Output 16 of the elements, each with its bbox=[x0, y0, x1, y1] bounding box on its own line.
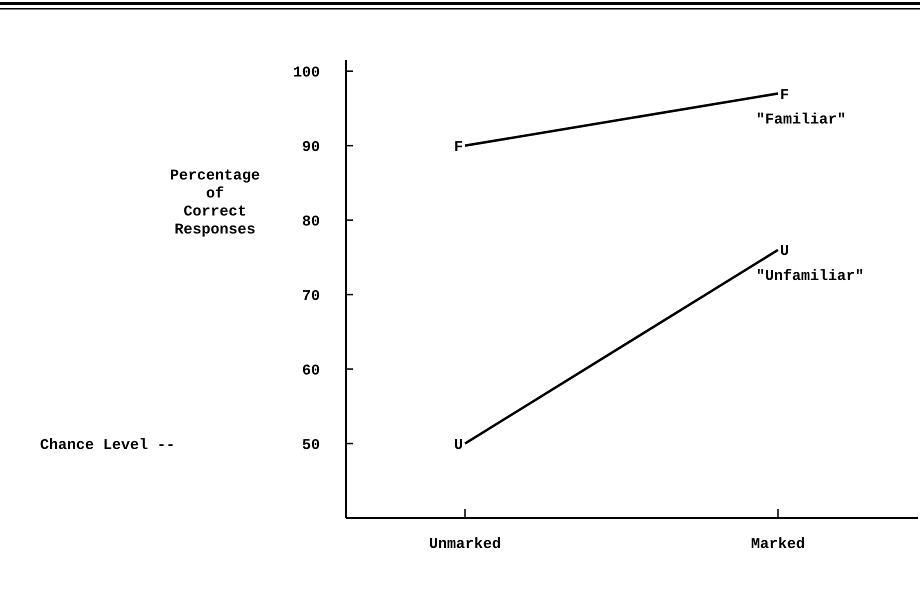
series-label: "Unfamiliar" bbox=[756, 268, 864, 285]
y-axis-title: Percentage of Correct Responses bbox=[170, 168, 260, 239]
annotation: F bbox=[454, 138, 463, 156]
y-tick-label: 80 bbox=[302, 213, 320, 230]
x-tick-label: Unmarked bbox=[428, 536, 502, 553]
y-tick-label: 70 bbox=[302, 288, 320, 305]
y-tick-label: 100 bbox=[292, 64, 320, 82]
annotation: F bbox=[780, 86, 790, 104]
x-tick-label: Marked bbox=[750, 536, 806, 553]
text: Chance Level -- bbox=[40, 436, 176, 454]
y-tick-label: 60 bbox=[302, 362, 320, 380]
annotation: U bbox=[780, 243, 790, 260]
y-tick-label: 50 bbox=[302, 436, 320, 454]
y-tick-label: 90 bbox=[302, 138, 320, 156]
series-label: "Familiar" bbox=[756, 112, 846, 129]
annotation: U bbox=[454, 436, 463, 454]
